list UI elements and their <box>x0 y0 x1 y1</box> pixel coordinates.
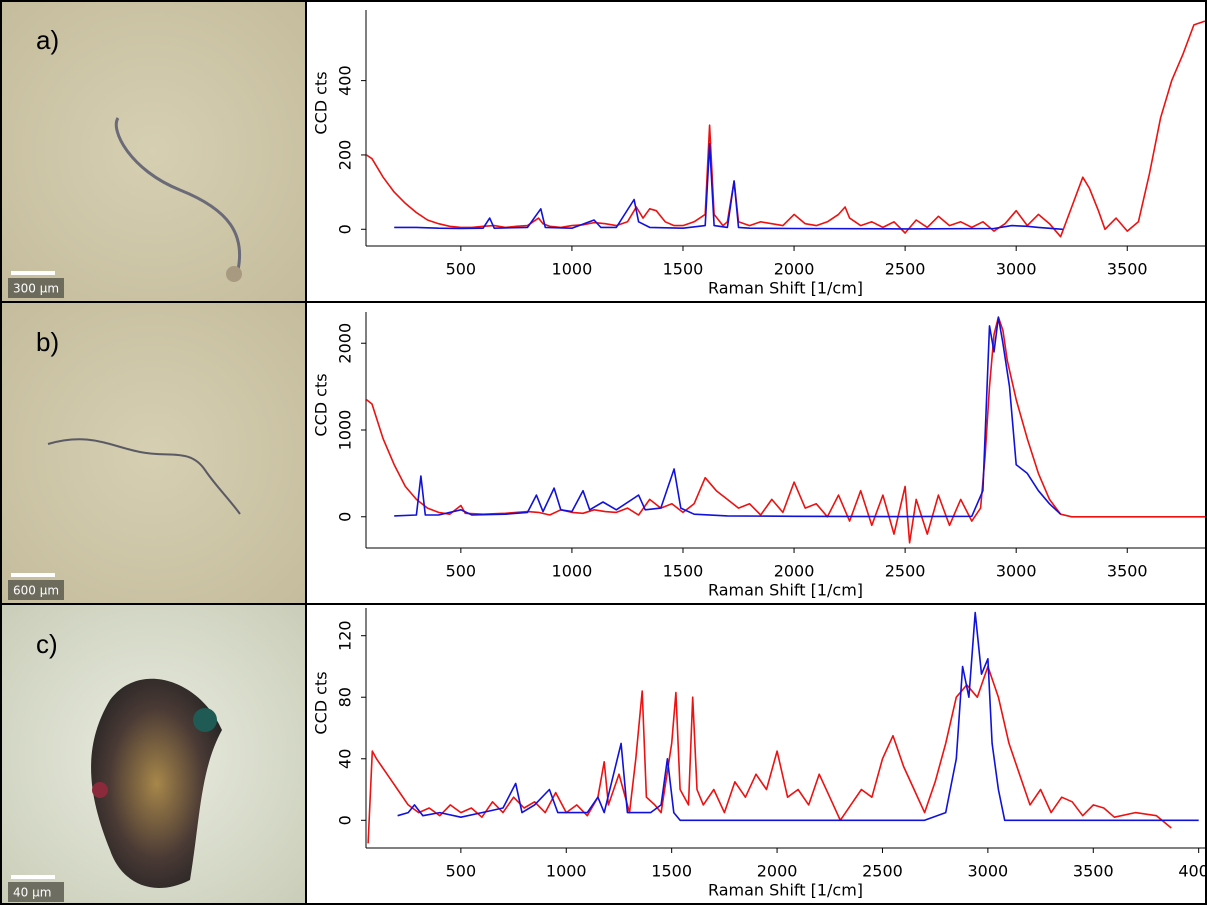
spectrum-line <box>367 665 1172 844</box>
y-tick-label: 400 <box>336 65 355 96</box>
x-tick-label: 1000 <box>552 260 593 279</box>
y-tick-label: 2000 <box>336 323 355 364</box>
y-tick-label: 200 <box>336 140 355 171</box>
y-tick-label: 0 <box>336 224 355 234</box>
panel-label: b) <box>36 327 59 357</box>
y-tick-label: 1000 <box>336 410 355 451</box>
y-tick-label: 40 <box>336 749 355 769</box>
scale-bar <box>11 271 55 275</box>
y-axis-label: CCD cts <box>312 71 331 134</box>
panel-label: c) <box>36 629 58 659</box>
x-tick-label: 2500 <box>885 260 926 279</box>
x-tick-label: 500 <box>446 562 477 581</box>
x-axis-label: Raman Shift [1/cm] <box>708 279 863 298</box>
scale-bar-label: 300 µm <box>13 282 59 296</box>
spectrum-line <box>397 611 1199 822</box>
x-tick-label: 3000 <box>996 562 1037 581</box>
micrograph-c <box>0 604 306 905</box>
x-tick-label: 3000 <box>968 862 1009 881</box>
micrograph-a <box>0 0 306 302</box>
scale-bar <box>11 573 55 577</box>
x-tick-label: 1000 <box>546 862 587 881</box>
x-tick-label: 3500 <box>1073 862 1114 881</box>
scale-bar <box>11 875 55 879</box>
x-tick-label: 1500 <box>663 562 704 581</box>
scale-bar-box <box>8 882 64 902</box>
y-tick-label: 0 <box>336 512 355 522</box>
x-tick-label: 2500 <box>885 562 926 581</box>
x-tick-label: 3000 <box>996 260 1037 279</box>
x-axis-label: Raman Shift [1/cm] <box>708 581 863 600</box>
spectrum-line <box>394 316 1062 518</box>
y-axis-label: CCD cts <box>312 373 331 436</box>
spectrum-line <box>365 20 1206 238</box>
chart: 500 1000 1500 2000 2500 3000 3500010002000Rama… <box>312 312 1205 600</box>
scale-bar-label: 40 µm <box>13 886 51 900</box>
x-tick-label: 1500 <box>651 862 692 881</box>
x-tick-label: 2500 <box>862 862 903 881</box>
x-tick-label: 500 <box>446 862 477 881</box>
x-tick-label: 3500 <box>1107 260 1148 279</box>
y-axis-label: CCD cts <box>312 671 331 734</box>
scale-bar-box <box>8 278 64 298</box>
y-tick-label: 120 <box>336 620 355 651</box>
micrograph-b <box>0 302 306 604</box>
x-axis-label: Raman Shift [1/cm] <box>708 881 863 900</box>
panel-label: a) <box>36 25 59 55</box>
x-tick-label: 3500 <box>1107 562 1148 581</box>
scale-bar-box <box>8 580 64 600</box>
x-tick-label: 1500 <box>663 260 704 279</box>
spectrum-line <box>394 143 1063 231</box>
y-tick-label: 0 <box>336 815 355 825</box>
x-tick-label: 1000 <box>552 562 593 581</box>
x-tick-label: 2000 <box>774 562 815 581</box>
x-tick-label: 2000 <box>774 260 815 279</box>
spectrum-line <box>365 316 1205 544</box>
y-tick-label: 80 <box>336 687 355 707</box>
x-tick-label: 500 <box>446 260 477 279</box>
scale-bar-label: 600 µm <box>13 584 59 598</box>
chart: 500 1000 1500 2000 2500 3000 3500 0 200 400 Raman … <box>312 10 1206 298</box>
x-tick-label: 2000 <box>757 862 798 881</box>
